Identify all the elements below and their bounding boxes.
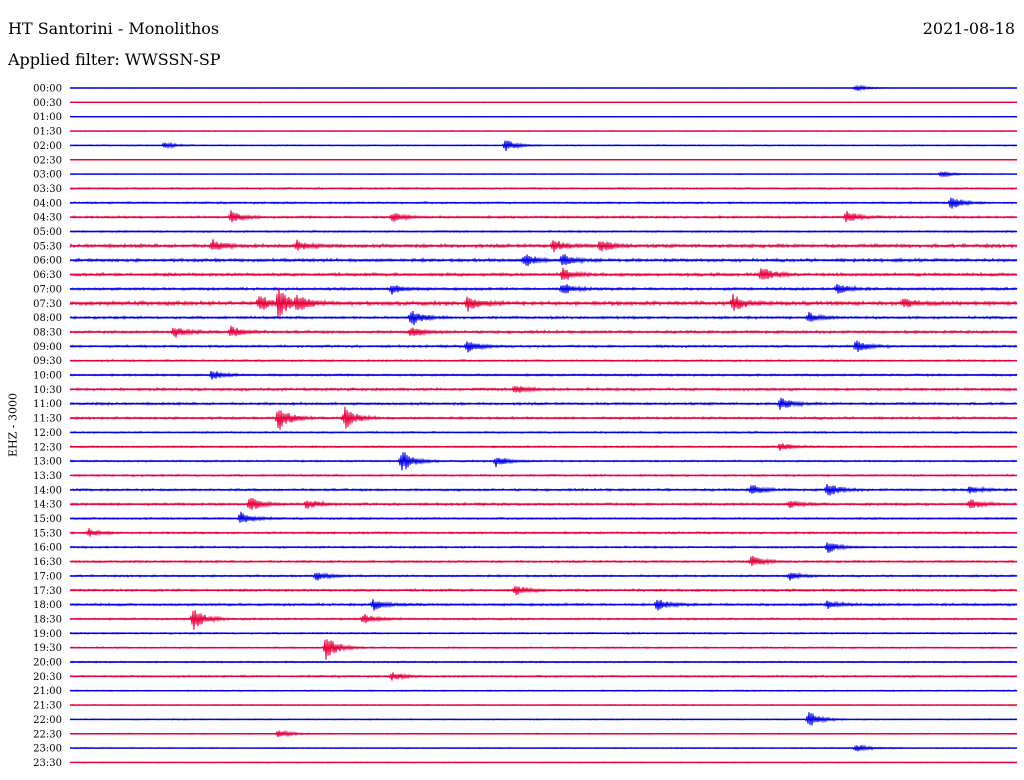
time-tick-label: 19:00 xyxy=(33,629,62,640)
time-tick-label: 07:00 xyxy=(33,284,62,295)
time-tick-label: 01:30 xyxy=(33,127,62,138)
time-tick-label: 16:00 xyxy=(33,543,62,554)
time-tick-label: 01:00 xyxy=(33,112,62,123)
time-tick-label: 13:30 xyxy=(33,471,62,482)
time-tick-label: 23:30 xyxy=(33,758,62,769)
time-tick-label: 03:30 xyxy=(33,184,62,195)
time-tick-label: 23:00 xyxy=(33,744,62,755)
time-tick-label: 10:30 xyxy=(33,385,62,396)
filter-label: Applied filter: WWSSN-SP xyxy=(8,50,221,69)
seismic-trace xyxy=(69,571,1018,581)
time-tick-label: 21:30 xyxy=(33,701,62,712)
time-tick-label: 08:00 xyxy=(33,313,62,324)
time-tick-label: 02:00 xyxy=(33,141,62,152)
time-tick-label: 15:00 xyxy=(33,514,62,525)
time-tick-label: 12:00 xyxy=(33,428,62,439)
time-tick-label: 00:00 xyxy=(33,84,62,95)
time-tick-label: 07:30 xyxy=(33,299,62,310)
time-tick-label: 13:00 xyxy=(33,457,62,468)
time-tick-label: 06:30 xyxy=(33,270,62,281)
time-tick-label: 11:00 xyxy=(33,399,62,410)
time-tick-label: 21:00 xyxy=(33,686,62,697)
time-tick-label: 05:30 xyxy=(33,241,62,252)
seismic-trace xyxy=(69,639,1018,660)
time-tick-label: 18:00 xyxy=(33,600,62,611)
time-tick-label: 04:00 xyxy=(33,198,62,209)
time-tick-label: 20:00 xyxy=(33,658,62,669)
time-tick-label: 09:00 xyxy=(33,342,62,353)
seismic-trace xyxy=(69,210,1018,223)
time-tick-label: 03:00 xyxy=(33,170,62,181)
page-title: HT Santorini - Monolithos xyxy=(8,19,220,38)
time-tick-label: 18:30 xyxy=(33,614,62,625)
time-tick-label: 15:30 xyxy=(33,528,62,539)
time-tick-label: 14:30 xyxy=(33,500,62,511)
seismic-trace xyxy=(69,511,1018,523)
time-tick-label: 05:00 xyxy=(33,227,62,238)
time-tick-label: 08:30 xyxy=(33,327,62,338)
time-tick-label: 11:30 xyxy=(33,414,62,425)
seismic-trace xyxy=(69,267,1018,280)
time-tick-label: 09:30 xyxy=(33,356,62,367)
time-tick-label: 12:30 xyxy=(33,442,62,453)
date-label: 2021-08-18 xyxy=(922,19,1015,38)
time-tick-label: 20:30 xyxy=(33,672,62,683)
time-tick-label: 17:30 xyxy=(33,586,62,597)
time-tick-label: 02:30 xyxy=(33,155,62,166)
time-tick-label: 10:00 xyxy=(33,371,62,382)
seismic-trace xyxy=(69,610,1018,630)
time-tick-label: 16:30 xyxy=(33,557,62,568)
time-tick-label: 00:30 xyxy=(33,98,62,109)
time-tick-label: 17:00 xyxy=(33,571,62,582)
time-tick-label: 06:00 xyxy=(33,256,62,267)
time-tick-label: 22:30 xyxy=(33,729,62,740)
time-tick-label: 19:30 xyxy=(33,643,62,654)
time-tick-label: 14:00 xyxy=(33,485,62,496)
time-tick-label: 22:00 xyxy=(33,715,62,726)
seismic-trace xyxy=(69,287,1018,317)
time-tick-label: 04:30 xyxy=(33,213,62,224)
